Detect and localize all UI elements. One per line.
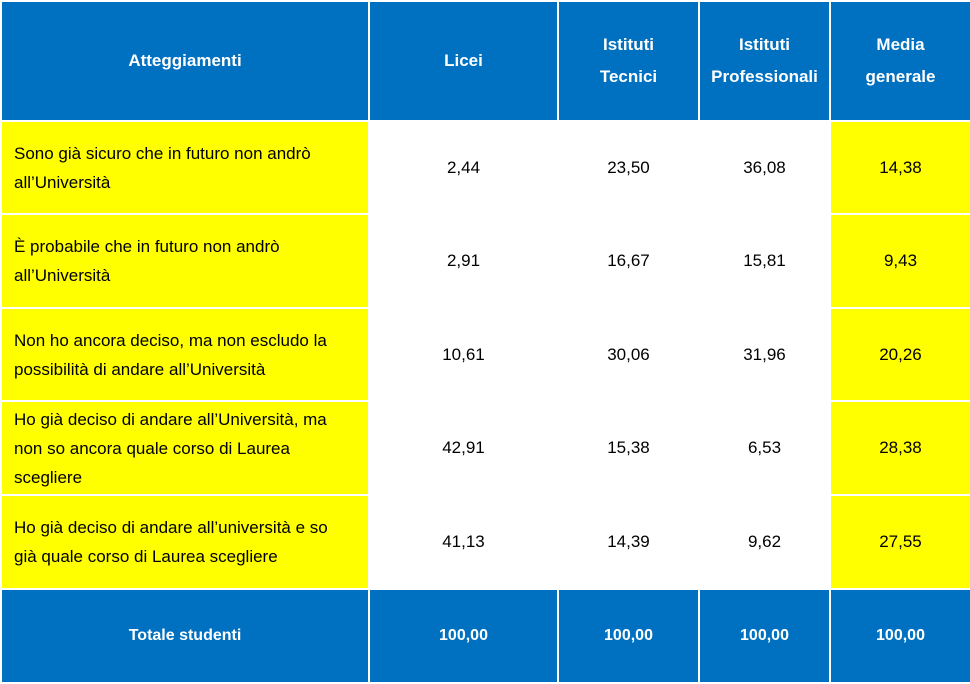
table-row: Non ho ancora deciso, ma non escludo la … [0,307,970,402]
footer-row: Totale studenti 100,00 100,00 100,00 100,00 [0,588,970,684]
cell-value: 31,96 [698,307,831,402]
footer-value: 100,00 [829,588,970,684]
cell-value: 16,67 [557,213,700,309]
footer-value: 100,00 [557,588,700,684]
cell-value: 42,91 [368,400,559,496]
table-row: Ho già deciso di andare all’Università, … [0,400,970,496]
row-label: Sono già sicuro che in futuro non andrò … [0,120,370,215]
cell-value: 9,43 [829,213,970,309]
cell-value: 14,39 [557,494,700,590]
cell-value: 30,06 [557,307,700,402]
column-header: Istituti Tecnici [557,0,700,122]
column-header: Licei [368,0,559,122]
cell-value: 23,50 [557,120,700,215]
table-body: Sono già sicuro che in futuro non andrò … [0,120,970,684]
cell-value: 36,08 [698,120,831,215]
cell-value: 15,81 [698,213,831,309]
column-header: Istituti Professionali [698,0,831,122]
table-row: È probabile che in futuro non andrò all’… [0,213,970,309]
row-label: Ho già deciso di andare all’Università, … [0,400,370,496]
cell-value: 15,38 [557,400,700,496]
row-label: Non ho ancora deciso, ma non escludo la … [0,307,370,402]
row-label: Ho già deciso di andare all’università e… [0,494,370,590]
footer-value: 100,00 [698,588,831,684]
cell-value: 2,44 [368,120,559,215]
table-row: Ho già deciso di andare all’università e… [0,494,970,590]
row-label: È probabile che in futuro non andrò all’… [0,213,370,309]
footer-label: Totale studenti [0,588,370,684]
cell-value: 6,53 [698,400,831,496]
cell-value: 27,55 [829,494,970,590]
cell-value: 14,38 [829,120,970,215]
column-header: Atteggiamenti [0,0,370,122]
table-row: Sono già sicuro che in futuro non andrò … [0,120,970,215]
cell-value: 9,62 [698,494,831,590]
header-row: Atteggiamenti Licei Istituti Tecnici Istitu… [0,0,970,122]
column-header: Media generale [829,0,970,122]
footer-value: 100,00 [368,588,559,684]
cell-value: 41,13 [368,494,559,590]
cell-value: 28,38 [829,400,970,496]
cell-value: 2,91 [368,213,559,309]
cell-value: 10,61 [368,307,559,402]
cell-value: 20,26 [829,307,970,402]
